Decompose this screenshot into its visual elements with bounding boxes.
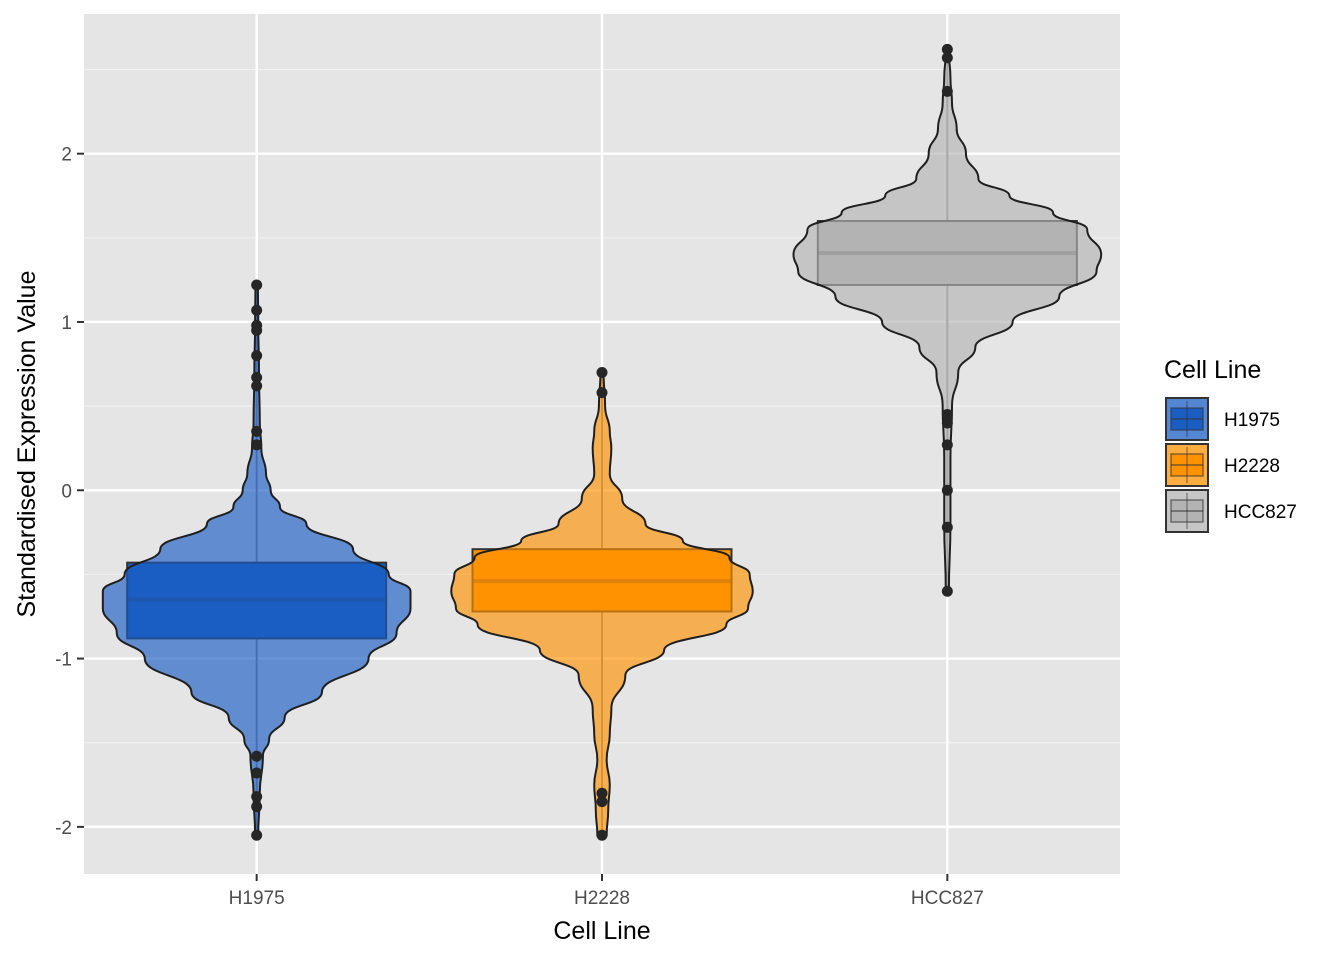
outlier-point bbox=[596, 387, 608, 399]
outlier-point bbox=[251, 350, 263, 362]
outlier-point bbox=[941, 521, 953, 533]
outlier-point bbox=[941, 439, 953, 451]
legend-title: Cell Line bbox=[1164, 356, 1261, 384]
outlier-point bbox=[251, 304, 263, 316]
y-tick-label: 2 bbox=[61, 145, 72, 166]
axes: -2 -1 0 1 2 H1975 H2228 HCC827 bbox=[55, 145, 984, 909]
violin-group-h1975 bbox=[101, 279, 412, 841]
legend-label: H1975 bbox=[1224, 410, 1280, 431]
y-tick-label: 1 bbox=[61, 313, 72, 334]
legend-key-h2228 bbox=[1165, 443, 1209, 487]
legend-key-h1975 bbox=[1165, 397, 1209, 441]
outlier-point bbox=[251, 380, 263, 392]
legend-key-hcc827 bbox=[1165, 489, 1209, 533]
outlier-point bbox=[941, 585, 953, 597]
outlier-point bbox=[941, 85, 953, 97]
x-axis-title: Cell Line bbox=[553, 917, 650, 945]
outlier-point bbox=[251, 324, 263, 336]
outlier-point bbox=[251, 829, 263, 841]
violin-group-h2228 bbox=[450, 366, 754, 841]
outlier-point bbox=[251, 439, 263, 451]
legend: Cell Line H1975 H2228 HCC827 bbox=[1164, 356, 1297, 533]
outlier-point bbox=[596, 787, 608, 799]
x-tick-label: H1975 bbox=[229, 888, 285, 909]
y-axis-title: Standardised Expression Value bbox=[13, 271, 41, 618]
outlier-point bbox=[251, 791, 263, 803]
legend-label: H2228 bbox=[1224, 456, 1280, 477]
violins bbox=[101, 43, 1103, 841]
outlier-point bbox=[251, 767, 263, 779]
outlier-point bbox=[251, 372, 263, 384]
legend-entries: H1975 H2228 HCC827 bbox=[1165, 397, 1297, 533]
outlier-point bbox=[251, 425, 263, 437]
outlier-point bbox=[941, 417, 953, 429]
y-tick-label: -2 bbox=[55, 818, 72, 839]
outlier-point bbox=[251, 801, 263, 813]
outlier-point bbox=[941, 484, 953, 496]
outlier-point bbox=[941, 43, 953, 55]
outlier-point bbox=[251, 279, 263, 291]
x-tick-label: H2228 bbox=[574, 888, 630, 909]
outlier-point bbox=[941, 52, 953, 64]
outlier-point bbox=[596, 366, 608, 378]
outlier-point bbox=[251, 750, 263, 762]
outlier-point bbox=[596, 829, 608, 841]
violin-group-hcc827 bbox=[792, 43, 1103, 597]
legend-label: HCC827 bbox=[1224, 502, 1297, 523]
y-tick-label: -1 bbox=[55, 650, 72, 671]
outlier-point bbox=[596, 796, 608, 808]
outlier-point bbox=[941, 409, 953, 421]
x-tick-label: HCC827 bbox=[911, 888, 984, 909]
y-tick-label: 0 bbox=[61, 481, 72, 502]
